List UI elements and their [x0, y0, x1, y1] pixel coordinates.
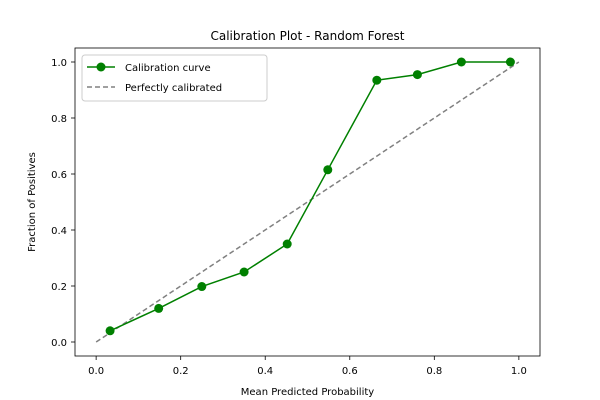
y-tick-label: 0.2	[51, 282, 67, 293]
x-tick-label: 0.4	[257, 366, 273, 377]
x-tick-label: 1.0	[511, 366, 527, 377]
x-tick-label: 0.0	[88, 366, 104, 377]
legend: Calibration curve Perfectly calibrated	[81, 54, 268, 102]
legend-calibration-label: Calibration curve	[125, 63, 211, 74]
legend-calibration-marker	[96, 62, 106, 72]
calibration-point	[239, 267, 249, 277]
chart-title: Calibration Plot - Random Forest	[210, 29, 404, 43]
legend-perfect-label: Perfectly calibrated	[125, 83, 222, 94]
x-tick-label: 0.8	[426, 366, 442, 377]
calibration-point	[412, 70, 422, 80]
calibration-point	[282, 239, 292, 249]
y-axis: 0.0 0.2 0.4 0.6 0.8 1.0	[51, 58, 75, 349]
y-tick-label: 0.4	[51, 226, 67, 237]
y-tick-label: 0.0	[51, 338, 67, 349]
calibration-point	[197, 282, 207, 292]
axes-frame	[74, 47, 541, 357]
series-layer	[95, 57, 520, 343]
legend-box	[81, 54, 268, 102]
calibration-point	[323, 165, 333, 175]
y-tick-label: 1.0	[51, 58, 67, 69]
y-tick-label: 0.6	[51, 170, 67, 181]
calibration-point	[105, 326, 115, 336]
calibration-point	[154, 303, 164, 313]
calibration-curve-line	[109, 61, 511, 332]
x-axis: 0.0 0.2 0.4 0.6 0.8 1.0	[88, 356, 527, 377]
x-axis-label: Mean Predicted Probability	[241, 387, 374, 398]
x-tick-label: 0.6	[342, 366, 358, 377]
y-tick-label: 0.8	[51, 114, 67, 125]
calibration-point	[505, 57, 515, 67]
calibration-point	[372, 75, 382, 85]
calibration-point	[456, 57, 466, 67]
x-tick-label: 0.2	[173, 366, 189, 377]
y-axis-label: Fraction of Positives	[27, 152, 38, 252]
plot-area: 0.0 0.2 0.4 0.6 0.8 1.0 0.0 0.2 0.4 0.6 0.8 1.0	[51, 47, 541, 377]
perfectly-calibrated-line	[95, 61, 520, 343]
